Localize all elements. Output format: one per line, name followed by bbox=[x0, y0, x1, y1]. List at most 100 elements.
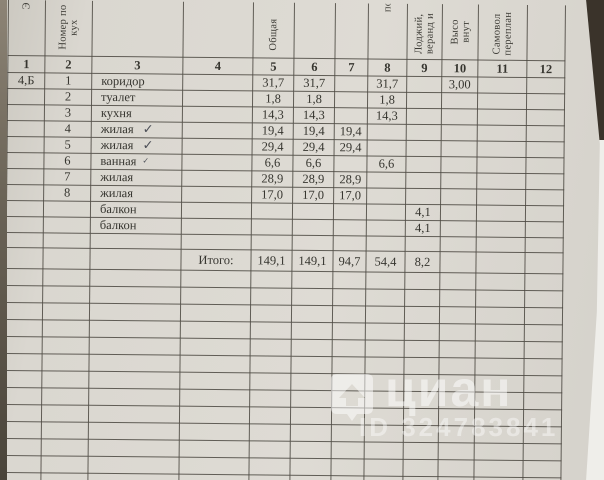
table-cell bbox=[365, 339, 405, 358]
table-cell bbox=[43, 216, 91, 234]
column-header-cell: Самовол переплан bbox=[477, 4, 528, 61]
table-cell bbox=[406, 140, 442, 157]
table-cell bbox=[475, 324, 525, 342]
table-cell bbox=[249, 372, 291, 391]
table-cell bbox=[365, 322, 405, 341]
room-name: жилая bbox=[100, 169, 134, 185]
table-cell bbox=[440, 156, 478, 174]
table-cell bbox=[523, 443, 562, 461]
column-number-cell: 9 bbox=[406, 59, 442, 77]
table-cell bbox=[291, 271, 333, 289]
table-cell: 149,1 bbox=[250, 249, 293, 272]
table-cell bbox=[41, 421, 89, 440]
table-cell bbox=[88, 371, 180, 390]
table-cell: 54,4 bbox=[365, 250, 406, 273]
table-cell bbox=[440, 236, 477, 253]
table-cell bbox=[250, 287, 292, 306]
table-cell bbox=[523, 358, 563, 376]
column-number-cell: 7 bbox=[334, 58, 368, 76]
table-cell: 14,3 bbox=[252, 106, 294, 124]
table-cell: 1,8 bbox=[367, 91, 407, 109]
table-cell bbox=[41, 438, 89, 457]
table-cell bbox=[332, 339, 366, 357]
table-cell bbox=[439, 251, 477, 274]
table-cell bbox=[7, 120, 45, 137]
table-cell bbox=[477, 93, 527, 110]
table-cell bbox=[7, 136, 45, 153]
table-cell bbox=[249, 423, 291, 442]
table-cell bbox=[439, 306, 476, 325]
table-cell: 29,4 bbox=[334, 139, 368, 156]
table-cell bbox=[525, 205, 564, 222]
table-cell bbox=[181, 170, 252, 187]
table-cell bbox=[526, 125, 565, 142]
table-cell bbox=[406, 76, 442, 93]
column-header-cell bbox=[182, 1, 254, 58]
table-cell bbox=[7, 319, 43, 337]
table-cell bbox=[179, 406, 250, 424]
table-cell bbox=[525, 237, 564, 253]
table-cell bbox=[41, 404, 89, 423]
table-cell bbox=[181, 154, 253, 171]
table-cell bbox=[40, 455, 89, 474]
table-cell bbox=[363, 475, 403, 480]
column-number-cell: 10 bbox=[441, 59, 478, 78]
table-cell: балкон bbox=[90, 201, 182, 219]
table-cell bbox=[439, 272, 476, 291]
table-cell: 19,4 bbox=[293, 123, 335, 140]
table-cell: жилая bbox=[90, 169, 182, 187]
table-cell bbox=[332, 305, 366, 323]
table-cell bbox=[251, 218, 293, 236]
column-number-cell: 8 bbox=[367, 58, 407, 77]
table-cell bbox=[292, 235, 334, 251]
table-cell: жилая bbox=[90, 185, 182, 203]
table-cell bbox=[88, 354, 181, 373]
table-cell: 94,7 bbox=[332, 250, 367, 272]
photo-left-edge-shadow bbox=[0, 0, 7, 480]
table-cell: 17,0 bbox=[251, 186, 293, 204]
table-cell bbox=[179, 372, 250, 390]
table-cell bbox=[182, 106, 253, 123]
table-cell: 8,2 bbox=[404, 251, 441, 273]
table-cell bbox=[180, 338, 251, 356]
table-cell bbox=[333, 155, 368, 172]
table-cell bbox=[366, 235, 406, 252]
column-header-cell: Э bbox=[7, 0, 46, 56]
table-cell bbox=[333, 203, 367, 220]
table-cell bbox=[290, 373, 332, 391]
table-cell bbox=[42, 319, 90, 338]
table-cell bbox=[367, 123, 407, 141]
table-cell bbox=[405, 156, 442, 173]
column-header-label: Лоджий, веранд и bbox=[413, 12, 436, 55]
table-cell: 6,6 bbox=[366, 155, 407, 173]
room-name: коридор bbox=[101, 73, 145, 89]
table-cell bbox=[474, 392, 524, 410]
table-cell bbox=[250, 321, 292, 340]
table-cell: туалет bbox=[91, 89, 183, 107]
table-cell bbox=[404, 289, 440, 307]
table-cell bbox=[181, 218, 252, 235]
table-cell: 5 bbox=[44, 136, 92, 154]
table-cell bbox=[249, 389, 291, 408]
table-cell bbox=[332, 271, 366, 289]
table-cell bbox=[43, 200, 91, 218]
column-header-cell bbox=[334, 3, 369, 59]
table-cell bbox=[289, 458, 332, 476]
table-cell bbox=[333, 219, 367, 236]
table-cell: балкон bbox=[90, 217, 182, 235]
table-cell bbox=[474, 358, 525, 376]
table-cell bbox=[89, 320, 181, 339]
table-cell bbox=[40, 472, 88, 480]
table-cell bbox=[403, 391, 439, 409]
table-cell bbox=[332, 322, 366, 340]
table-cell bbox=[7, 438, 42, 456]
table-cell bbox=[7, 152, 45, 169]
table-cell bbox=[181, 202, 252, 219]
explication-table: Э Номер по кух Общая по Лоджий, веранд и Высо… bbox=[7, 0, 566, 480]
table-cell bbox=[403, 357, 440, 375]
table-cell bbox=[7, 285, 43, 303]
table-cell bbox=[474, 426, 524, 444]
table-cell: 17,0 bbox=[333, 187, 367, 204]
table-cell bbox=[476, 157, 527, 174]
table-cell bbox=[182, 122, 253, 139]
